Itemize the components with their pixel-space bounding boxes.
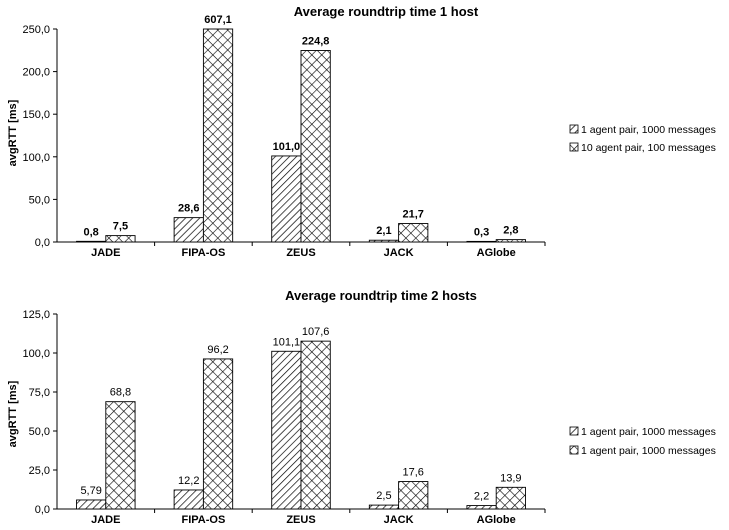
x-tick-label: ZEUS (286, 514, 315, 526)
chart-title: Average roundtrip time 2 hosts (285, 288, 477, 303)
bar-aglobe-series-1 (466, 240, 497, 243)
chart-1-host: Average roundtrip time 1 host avgRTT [ms… (7, 4, 716, 259)
x-tick-label: JADE (91, 514, 120, 526)
data-label: 2,1 (376, 225, 391, 237)
data-label: 0,3 (474, 226, 489, 238)
data-label: 2,2 (474, 491, 489, 503)
x-tick-label: FIPA-OS (182, 247, 226, 259)
y-tick-label: 0,0 (35, 237, 50, 249)
y-tick-label: 100,0 (22, 348, 50, 360)
data-label: 5,79 (80, 485, 101, 497)
data-label: 96,2 (207, 344, 228, 356)
data-label: 101,0 (273, 141, 301, 153)
x-tick-label: JADE (91, 247, 120, 259)
bar-jade-series-2 (105, 235, 136, 243)
y-tick-label: 75,0 (29, 387, 50, 399)
bar-jack-series-2 (398, 223, 429, 243)
y-axis-label: avgRTT [ms] (7, 380, 19, 447)
data-label: 101,1 (273, 336, 301, 348)
x-tick-label: FIPA-OS (182, 514, 226, 526)
legend-swatch-series-1 (569, 426, 579, 436)
y-axis-label: avgRTT [ms] (7, 99, 19, 166)
legend: 1 agent pair, 1000 messages 1 agent pair… (569, 426, 716, 457)
bar-fipa-os-series-2 (202, 358, 234, 510)
data-label: 2,5 (376, 490, 391, 502)
bar-zeus-series-1 (271, 155, 302, 243)
bar-jade-series-1 (76, 240, 107, 243)
bar-fipa-os-series-1 (173, 489, 204, 510)
data-label: 17,6 (403, 467, 424, 479)
legend-label-series-2: 1 agent pair, 1000 messages (581, 445, 716, 457)
legend-swatch-series-1 (569, 124, 579, 134)
bar-fipa-os-series-1 (173, 217, 204, 243)
y-tick-label: 50,0 (29, 426, 50, 438)
y-tick-label: 50,0 (29, 194, 50, 206)
data-label: 7,5 (113, 221, 128, 233)
bar-jade-series-2 (105, 401, 136, 510)
data-label: 12,2 (178, 475, 199, 487)
bar-aglobe-series-2 (495, 486, 526, 510)
legend-label-series-2: 10 agent pair, 100 messages (581, 142, 716, 154)
data-label: 2,8 (503, 225, 518, 237)
data-label: 607,1 (204, 14, 232, 26)
y-tick-label: 125,0 (22, 309, 50, 321)
bar-zeus-series-1 (271, 350, 302, 510)
bar-aglobe-series-2 (495, 239, 526, 243)
y-tick-label: 150,0 (22, 109, 50, 121)
y-tick-label: 250,0 (22, 24, 50, 36)
chart-2-hosts: Average roundtrip time 2 hosts avgRTT [m… (7, 288, 716, 526)
bar-jade-series-1 (76, 499, 107, 510)
bar-jack-series-1 (368, 504, 400, 510)
y-tick-label: 0,0 (35, 504, 50, 516)
bar-zeus-series-2 (300, 340, 331, 510)
data-label: 13,9 (500, 472, 521, 484)
x-tick-label: ZEUS (286, 247, 315, 259)
data-label: 0,8 (84, 226, 99, 238)
y-tick-label: 25,0 (29, 465, 50, 477)
bar-jack-series-2 (398, 481, 429, 510)
legend-swatch-series-2 (569, 445, 579, 455)
legend-swatch-series-2 (569, 142, 579, 152)
bar-zeus-series-2 (300, 50, 331, 243)
legend-label-series-1: 1 agent pair, 1000 messages (581, 426, 716, 438)
data-label: 28,6 (178, 203, 199, 215)
legend: 1 agent pair, 1000 messages 10 agent pai… (569, 124, 716, 154)
x-tick-label: JACK (384, 514, 414, 526)
data-label: 224,8 (302, 35, 330, 47)
x-tick-label: AGlobe (477, 514, 516, 526)
y-tick-label: 100,0 (22, 152, 50, 164)
bar-fipa-os-series-2 (202, 28, 234, 243)
bar-aglobe-series-1 (466, 505, 497, 510)
data-label: 107,6 (302, 326, 330, 338)
chart-marks: 0,0 25,0 50,0 75,0 100,0 125,0 JADE 5,79 68,8 FIP… (22, 309, 546, 526)
legend-label-series-1: 1 agent pair, 1000 messages (581, 124, 716, 136)
data-label: 21,7 (403, 209, 424, 221)
chart-marks: 0,0 50,0 100,0 150,0 200,0 250,0 JADE 0,8 7,5 FIP… (22, 14, 546, 259)
x-tick-label: AGlobe (477, 247, 516, 259)
y-tick-label: 200,0 (22, 67, 50, 79)
bar-jack-series-1 (368, 239, 400, 243)
chart-title: Average roundtrip time 1 host (294, 4, 479, 19)
x-tick-label: JACK (384, 247, 414, 259)
data-label: 68,8 (110, 387, 131, 399)
